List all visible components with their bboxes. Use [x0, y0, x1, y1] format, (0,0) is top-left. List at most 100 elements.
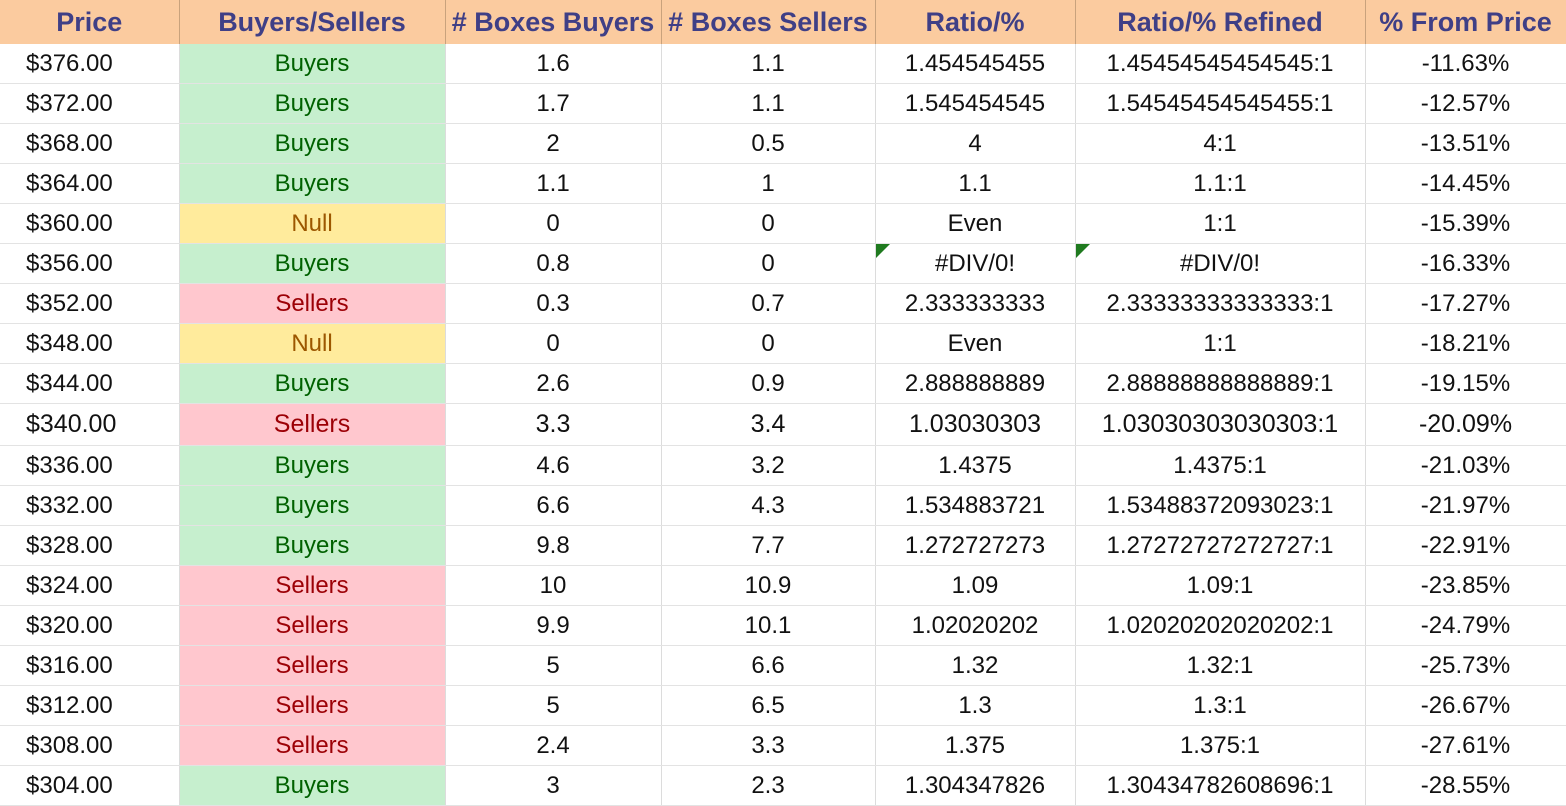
- price-cell[interactable]: $328.00: [0, 525, 180, 566]
- boxes-sellers-cell[interactable]: 7.7: [661, 525, 876, 566]
- price-cell[interactable]: $352.00: [0, 283, 180, 324]
- ratio-cell[interactable]: 2.888888889: [875, 363, 1076, 404]
- price-cell[interactable]: $340.00: [0, 403, 180, 446]
- boxes-buyers-cell[interactable]: 4.6: [445, 445, 662, 486]
- price-cell[interactable]: $376.00: [0, 44, 180, 84]
- buyers-sellers-cell[interactable]: Buyers: [179, 83, 446, 124]
- ratio-refined-cell[interactable]: 1.4375:1: [1075, 445, 1366, 486]
- ratio-refined-cell[interactable]: 1.30434782608696:1: [1075, 765, 1366, 806]
- boxes-sellers-cell[interactable]: 3.3: [661, 725, 876, 766]
- header-from-price[interactable]: % From Price: [1365, 0, 1566, 44]
- ratio-refined-cell[interactable]: 4:1: [1075, 123, 1366, 164]
- price-cell[interactable]: $344.00: [0, 363, 180, 404]
- ratio-cell[interactable]: 1.03030303: [875, 403, 1076, 446]
- buyers-sellers-cell[interactable]: Buyers: [179, 163, 446, 204]
- price-cell[interactable]: $336.00: [0, 445, 180, 486]
- header-buyers-sellers[interactable]: Buyers/Sellers: [179, 0, 446, 44]
- ratio-cell[interactable]: 1.454545455: [875, 44, 1076, 84]
- boxes-sellers-cell[interactable]: 0.7: [661, 283, 876, 324]
- boxes-buyers-cell[interactable]: 1.6: [445, 44, 662, 84]
- ratio-refined-cell[interactable]: 1:1: [1075, 323, 1366, 364]
- ratio-cell[interactable]: 1.375: [875, 725, 1076, 766]
- price-cell[interactable]: $324.00: [0, 565, 180, 606]
- ratio-refined-cell[interactable]: 1.32:1: [1075, 645, 1366, 686]
- ratio-cell[interactable]: 1.272727273: [875, 525, 1076, 566]
- from-price-cell[interactable]: -25.73%: [1365, 645, 1566, 686]
- buyers-sellers-cell[interactable]: Buyers: [179, 525, 446, 566]
- ratio-refined-cell[interactable]: 1.375:1: [1075, 725, 1366, 766]
- boxes-buyers-cell[interactable]: 5: [445, 685, 662, 726]
- boxes-sellers-cell[interactable]: 0: [661, 243, 876, 284]
- header-ratio[interactable]: Ratio/%: [875, 0, 1076, 44]
- ratio-cell[interactable]: 1.1: [875, 163, 1076, 204]
- boxes-sellers-cell[interactable]: 4.3: [661, 485, 876, 526]
- from-price-cell[interactable]: -14.45%: [1365, 163, 1566, 204]
- price-cell[interactable]: $348.00: [0, 323, 180, 364]
- boxes-buyers-cell[interactable]: 2.6: [445, 363, 662, 404]
- price-cell[interactable]: $372.00: [0, 83, 180, 124]
- ratio-refined-cell[interactable]: 1.27272727272727:1: [1075, 525, 1366, 566]
- buyers-sellers-cell[interactable]: Buyers: [179, 485, 446, 526]
- buyers-sellers-cell[interactable]: Sellers: [179, 685, 446, 726]
- buyers-sellers-cell[interactable]: Buyers: [179, 445, 446, 486]
- buyers-sellers-cell[interactable]: Sellers: [179, 645, 446, 686]
- boxes-buyers-cell[interactable]: 1.7: [445, 83, 662, 124]
- boxes-sellers-cell[interactable]: 0: [661, 203, 876, 244]
- ratio-refined-cell[interactable]: 1.02020202020202:1: [1075, 605, 1366, 646]
- from-price-cell[interactable]: -21.97%: [1365, 485, 1566, 526]
- boxes-buyers-cell[interactable]: 1.1: [445, 163, 662, 204]
- boxes-sellers-cell[interactable]: 0: [661, 323, 876, 364]
- boxes-sellers-cell[interactable]: 0.9: [661, 363, 876, 404]
- from-price-cell[interactable]: -23.85%: [1365, 565, 1566, 606]
- boxes-sellers-cell[interactable]: 1.1: [661, 83, 876, 124]
- boxes-sellers-cell[interactable]: 10.9: [661, 565, 876, 606]
- from-price-cell[interactable]: -15.39%: [1365, 203, 1566, 244]
- price-cell[interactable]: $308.00: [0, 725, 180, 766]
- boxes-buyers-cell[interactable]: 3.3: [445, 403, 662, 446]
- ratio-cell[interactable]: #DIV/0!: [875, 243, 1076, 284]
- ratio-refined-cell[interactable]: 1.1:1: [1075, 163, 1366, 204]
- from-price-cell[interactable]: -22.91%: [1365, 525, 1566, 566]
- buyers-sellers-cell[interactable]: Buyers: [179, 44, 446, 84]
- ratio-refined-cell[interactable]: 1.03030303030303:1: [1075, 403, 1366, 446]
- from-price-cell[interactable]: -18.21%: [1365, 323, 1566, 364]
- from-price-cell[interactable]: -17.27%: [1365, 283, 1566, 324]
- boxes-sellers-cell[interactable]: 3.2: [661, 445, 876, 486]
- header-boxes-sellers[interactable]: # Boxes Sellers: [661, 0, 876, 44]
- from-price-cell[interactable]: -20.09%: [1365, 403, 1566, 446]
- ratio-cell[interactable]: 1.534883721: [875, 485, 1076, 526]
- boxes-buyers-cell[interactable]: 0.8: [445, 243, 662, 284]
- price-cell[interactable]: $332.00: [0, 485, 180, 526]
- from-price-cell[interactable]: -27.61%: [1365, 725, 1566, 766]
- buyers-sellers-cell[interactable]: Buyers: [179, 243, 446, 284]
- ratio-refined-cell[interactable]: #DIV/0!: [1075, 243, 1366, 284]
- ratio-refined-cell[interactable]: 1:1: [1075, 203, 1366, 244]
- from-price-cell[interactable]: -16.33%: [1365, 243, 1566, 284]
- from-price-cell[interactable]: -26.67%: [1365, 685, 1566, 726]
- ratio-refined-cell[interactable]: 1.54545454545455:1: [1075, 83, 1366, 124]
- buyers-sellers-cell[interactable]: Null: [179, 203, 446, 244]
- ratio-cell[interactable]: 1.09: [875, 565, 1076, 606]
- ratio-cell[interactable]: 2.333333333: [875, 283, 1076, 324]
- boxes-sellers-cell[interactable]: 3.4: [661, 403, 876, 446]
- buyers-sellers-cell[interactable]: Sellers: [179, 403, 446, 446]
- boxes-buyers-cell[interactable]: 5: [445, 645, 662, 686]
- buyers-sellers-cell[interactable]: Buyers: [179, 363, 446, 404]
- price-cell[interactable]: $320.00: [0, 605, 180, 646]
- boxes-buyers-cell[interactable]: 10: [445, 565, 662, 606]
- from-price-cell[interactable]: -12.57%: [1365, 83, 1566, 124]
- from-price-cell[interactable]: -24.79%: [1365, 605, 1566, 646]
- ratio-refined-cell[interactable]: 1.09:1: [1075, 565, 1366, 606]
- header-boxes-buyers[interactable]: # Boxes Buyers: [445, 0, 662, 44]
- from-price-cell[interactable]: -13.51%: [1365, 123, 1566, 164]
- buyers-sellers-cell[interactable]: Buyers: [179, 123, 446, 164]
- from-price-cell[interactable]: -28.55%: [1365, 765, 1566, 806]
- buyers-sellers-cell[interactable]: Null: [179, 323, 446, 364]
- ratio-cell[interactable]: 1.32: [875, 645, 1076, 686]
- price-cell[interactable]: $356.00: [0, 243, 180, 284]
- price-cell[interactable]: $304.00: [0, 765, 180, 806]
- from-price-cell[interactable]: -21.03%: [1365, 445, 1566, 486]
- buyers-sellers-cell[interactable]: Sellers: [179, 605, 446, 646]
- boxes-buyers-cell[interactable]: 2.4: [445, 725, 662, 766]
- boxes-buyers-cell[interactable]: 6.6: [445, 485, 662, 526]
